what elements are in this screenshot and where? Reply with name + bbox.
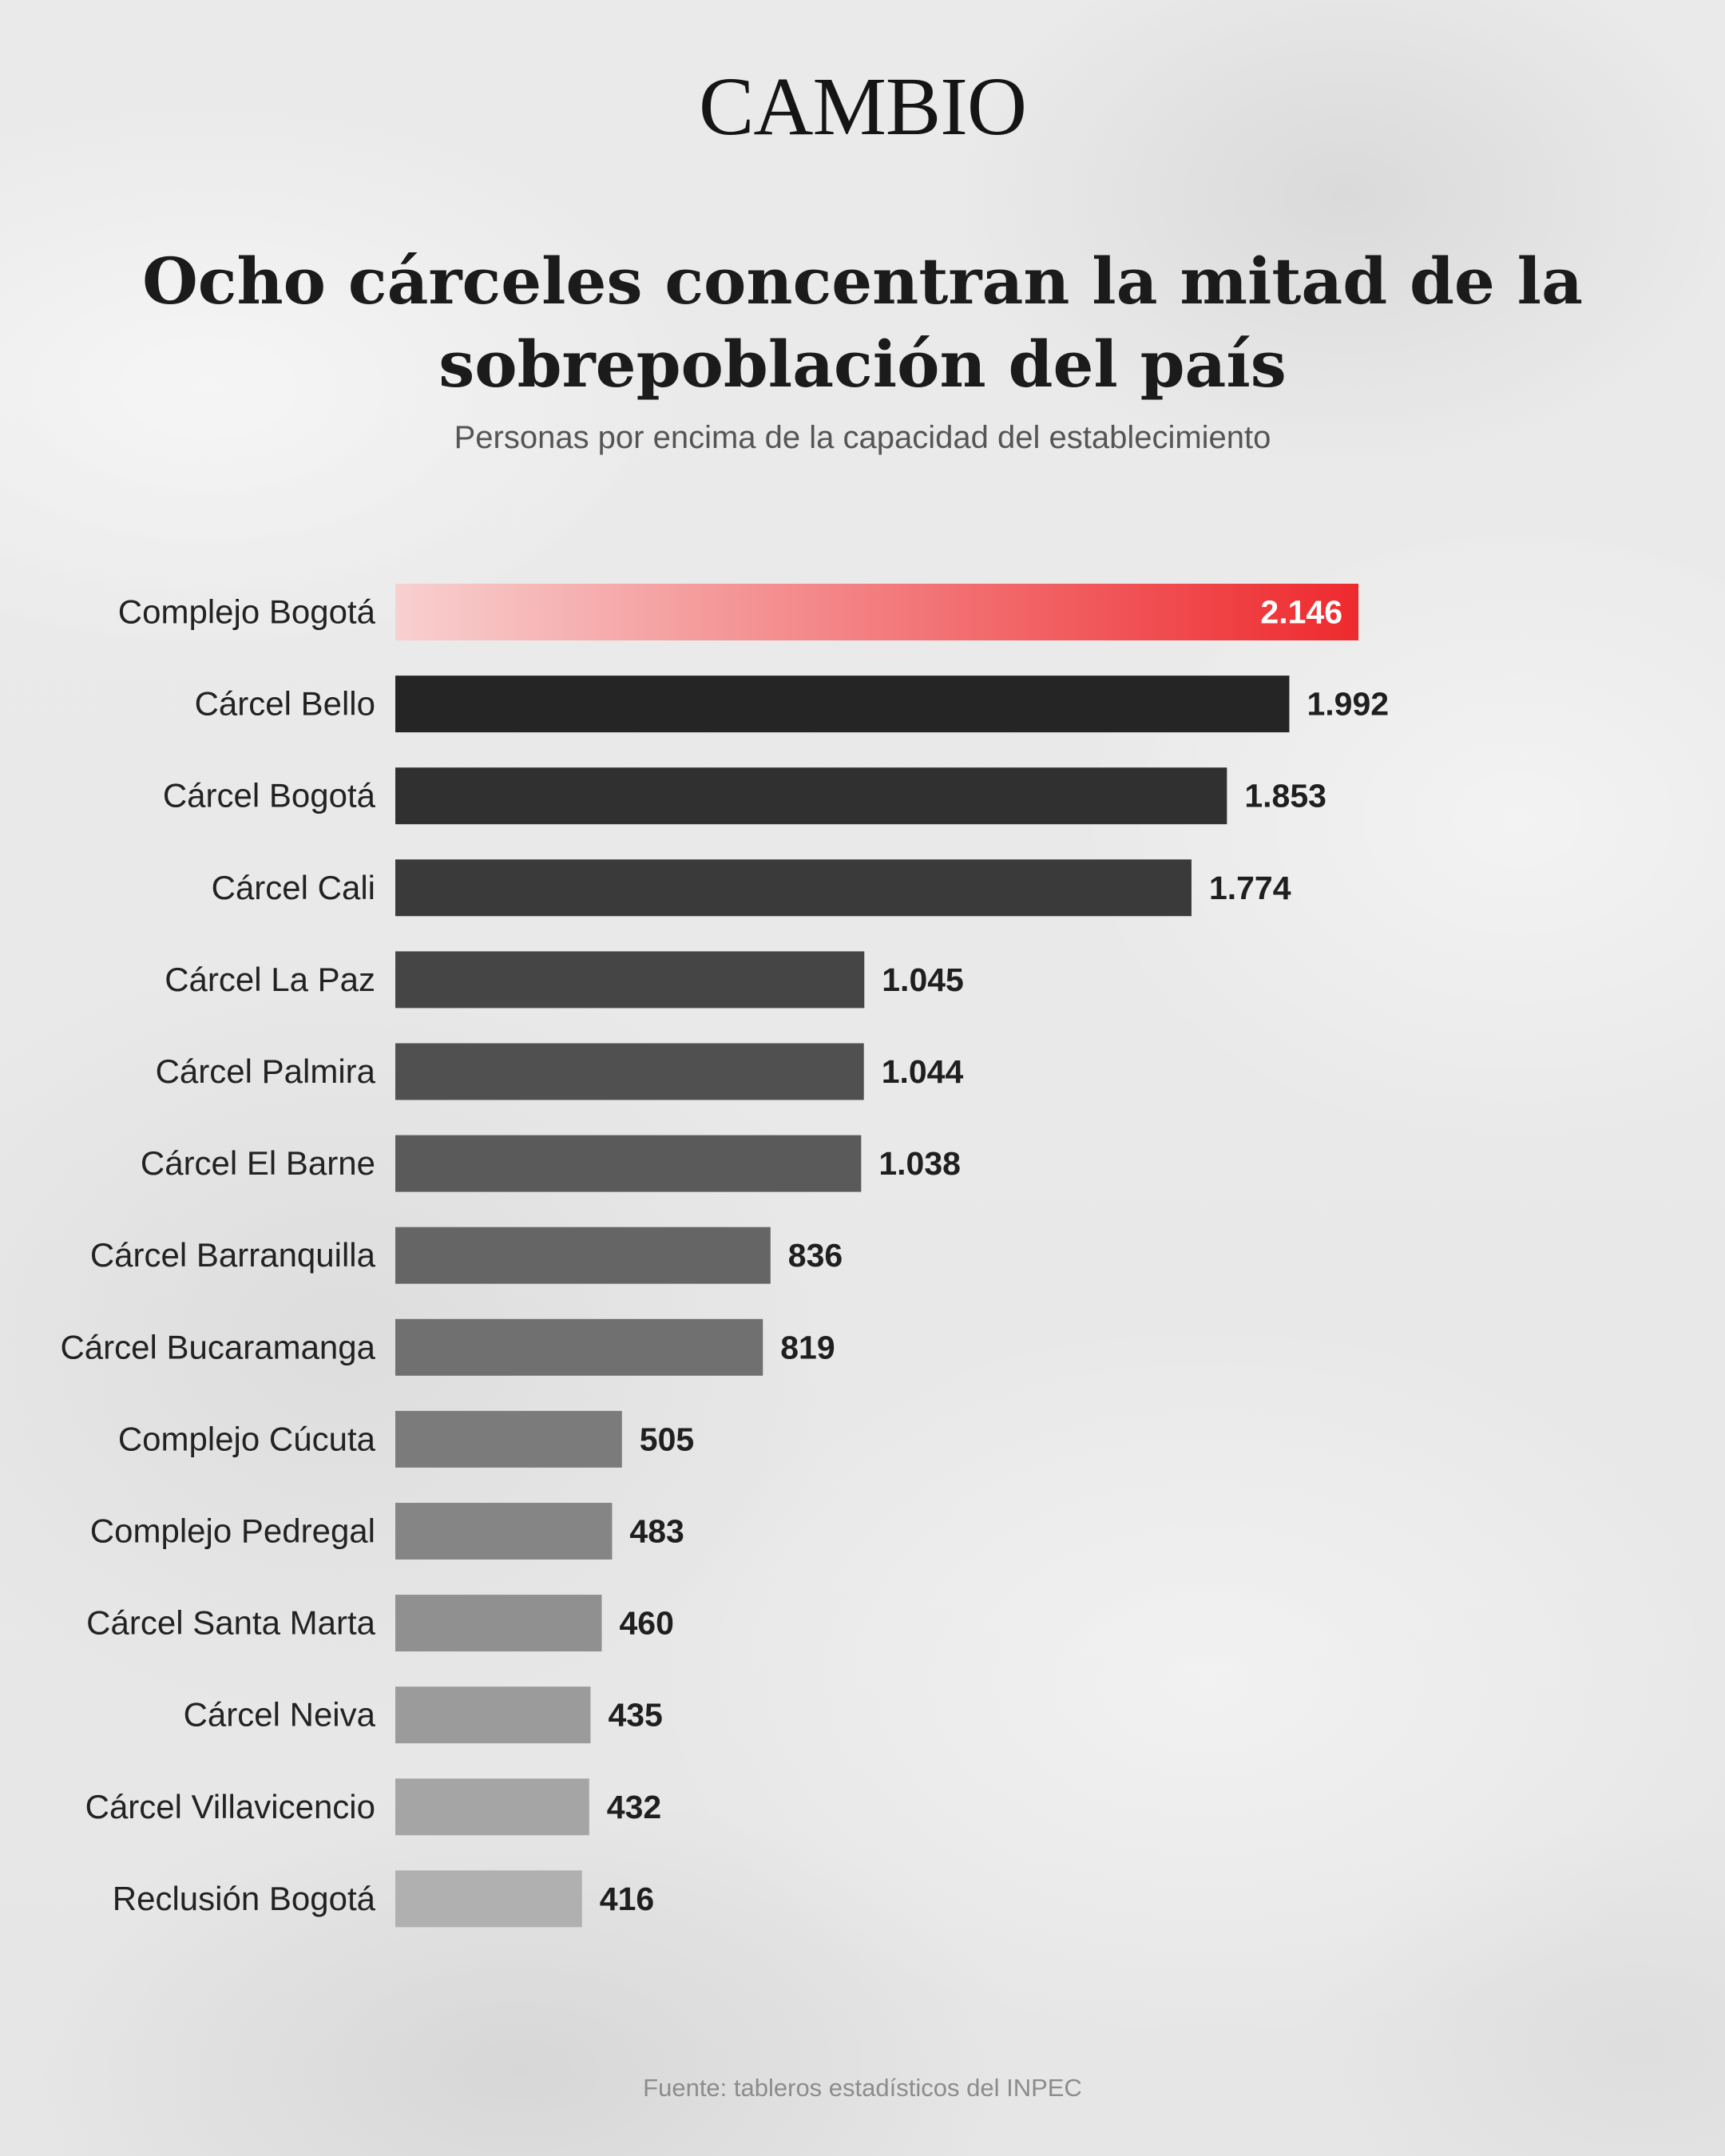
chart-subtitle: Personas por encima de la capacidad del … bbox=[454, 420, 1271, 455]
category-label-carcel-santa-marta: Cárcel Santa Marta bbox=[86, 1604, 375, 1642]
value-label-carcel-palmira: 1.044 bbox=[882, 1053, 964, 1090]
category-label-carcel-la-paz: Cárcel La Paz bbox=[165, 961, 375, 998]
brand-logo: CAMBIO bbox=[698, 61, 1027, 153]
value-label-carcel-cali: 1.774 bbox=[1209, 870, 1291, 906]
category-label-complejo-cucuta: Complejo Cúcuta bbox=[118, 1420, 376, 1457]
value-label-carcel-bogota: 1.853 bbox=[1244, 778, 1326, 814]
value-label-reclusion-bogota: 416 bbox=[600, 1881, 654, 1917]
value-label-complejo-pedregal: 483 bbox=[629, 1513, 684, 1550]
value-label-carcel-barranquilla: 836 bbox=[788, 1237, 843, 1274]
category-label-carcel-barranquilla: Cárcel Barranquilla bbox=[90, 1236, 376, 1274]
bar-complejo-pedregal bbox=[395, 1503, 613, 1560]
value-label-carcel-la-paz: 1.045 bbox=[882, 961, 964, 998]
category-label-carcel-bello: Cárcel Bello bbox=[195, 685, 375, 723]
chart-title: Ocho cárceles concentran la mitad de la … bbox=[142, 244, 1583, 402]
bar-reclusion-bogota bbox=[395, 1870, 582, 1928]
bar-carcel-el-barne bbox=[395, 1135, 862, 1192]
bar-carcel-neiva bbox=[395, 1686, 591, 1744]
value-label-carcel-bucaramanga: 819 bbox=[780, 1329, 835, 1365]
bar-carcel-la-paz bbox=[395, 951, 865, 1009]
value-label-carcel-bello: 1.992 bbox=[1307, 686, 1389, 723]
value-label-complejo-cucuta: 505 bbox=[640, 1421, 694, 1457]
category-label-carcel-palmira: Cárcel Palmira bbox=[156, 1052, 376, 1090]
category-label-carcel-el-barne: Cárcel El Barne bbox=[141, 1144, 375, 1182]
bar-carcel-palmira bbox=[395, 1043, 864, 1100]
category-label-carcel-bogota: Cárcel Bogotá bbox=[163, 777, 376, 814]
category-label-reclusion-bogota: Reclusión Bogotá bbox=[113, 1880, 376, 1917]
bar-carcel-bogota bbox=[395, 767, 1227, 825]
bar-carcel-barranquilla bbox=[395, 1227, 771, 1284]
value-label-complejo-bogota: 2.146 bbox=[1260, 594, 1342, 631]
category-label-carcel-neiva: Cárcel Neiva bbox=[184, 1696, 376, 1734]
value-label-carcel-santa-marta: 460 bbox=[620, 1605, 674, 1642]
bar-carcel-santa-marta bbox=[395, 1595, 602, 1652]
bar-carcel-bucaramanga bbox=[395, 1318, 763, 1376]
bar-carcel-villavicencio bbox=[395, 1778, 589, 1836]
source-note: Fuente: tableros estadísticos del INPEC bbox=[643, 2074, 1082, 2102]
bars-group: Complejo Bogotá 2.146 Cárcel Bello 1.992 Cár… bbox=[60, 584, 1389, 1928]
category-label-carcel-villavicencio: Cárcel Villavicencio bbox=[85, 1788, 375, 1825]
category-label-complejo-pedregal: Complejo Pedregal bbox=[90, 1512, 375, 1550]
value-label-carcel-villavicencio: 432 bbox=[607, 1789, 661, 1825]
bar-complejo-bogota bbox=[395, 584, 1358, 640]
bar-complejo-cucuta bbox=[395, 1410, 622, 1468]
value-label-carcel-el-barne: 1.038 bbox=[878, 1145, 961, 1182]
category-label-carcel-bucaramanga: Cárcel Bucaramanga bbox=[60, 1328, 375, 1365]
bar-carcel-bello bbox=[395, 676, 1290, 733]
category-label-complejo-bogota: Complejo Bogotá bbox=[118, 593, 376, 631]
value-label-carcel-neiva: 435 bbox=[608, 1697, 662, 1734]
bar-carcel-cali bbox=[395, 859, 1192, 917]
category-label-carcel-cali: Cárcel Cali bbox=[212, 869, 375, 906]
